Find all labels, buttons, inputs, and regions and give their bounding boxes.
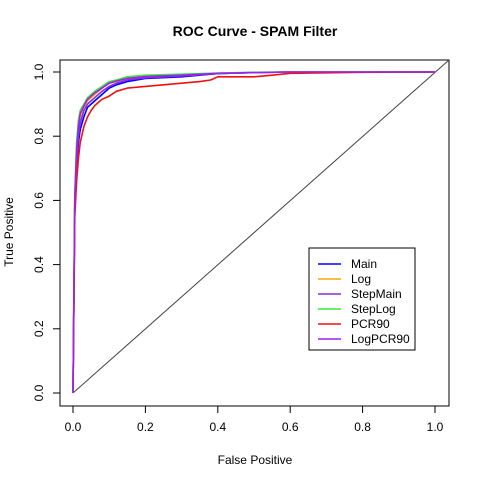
legend-label-steplog: StepLog [351, 302, 396, 316]
plot-area: 0.0 0.2 0.4 0.6 0.8 1.0 0.0 0.2 0.4 0.6 0.8 1.0 [32, 59, 450, 434]
legend-label-log: Log [351, 272, 371, 286]
y-tick-label: 0.6 [32, 192, 46, 209]
x-axis-label: False Positive [218, 453, 293, 467]
y-tick-label: 0.4 [32, 256, 46, 273]
legend-label-logpcr90: LogPCR90 [351, 332, 410, 346]
x-tick-label: 0.4 [209, 420, 226, 434]
x-tick-label: 0.0 [65, 420, 82, 434]
y-tick-label: 0.2 [32, 320, 46, 337]
y-tick-label: 0.0 [32, 384, 46, 401]
series-line-pcr90 [72, 71, 436, 394]
diagonal-reference-line [72, 59, 450, 394]
x-tick-label: 0.8 [354, 420, 371, 434]
series-line-logpcr90 [72, 71, 435, 394]
y-tick-label: 1.0 [32, 63, 46, 80]
legend-box [308, 247, 416, 351]
chart-title: ROC Curve - SPAM Filter [173, 23, 338, 39]
legend-label-stepmain: StepMain [351, 287, 402, 301]
y-axis-label: True Positive [2, 197, 16, 267]
x-tick-label: 0.2 [137, 420, 154, 434]
y-tick-label: 0.8 [32, 128, 46, 145]
legend-label-pcr90: PCR90 [351, 317, 390, 331]
plot-frame [59, 59, 450, 407]
x-tick-label: 0.6 [282, 420, 299, 434]
x-tick-label: 1.0 [427, 420, 444, 434]
legend-label-main: Main [351, 257, 377, 271]
